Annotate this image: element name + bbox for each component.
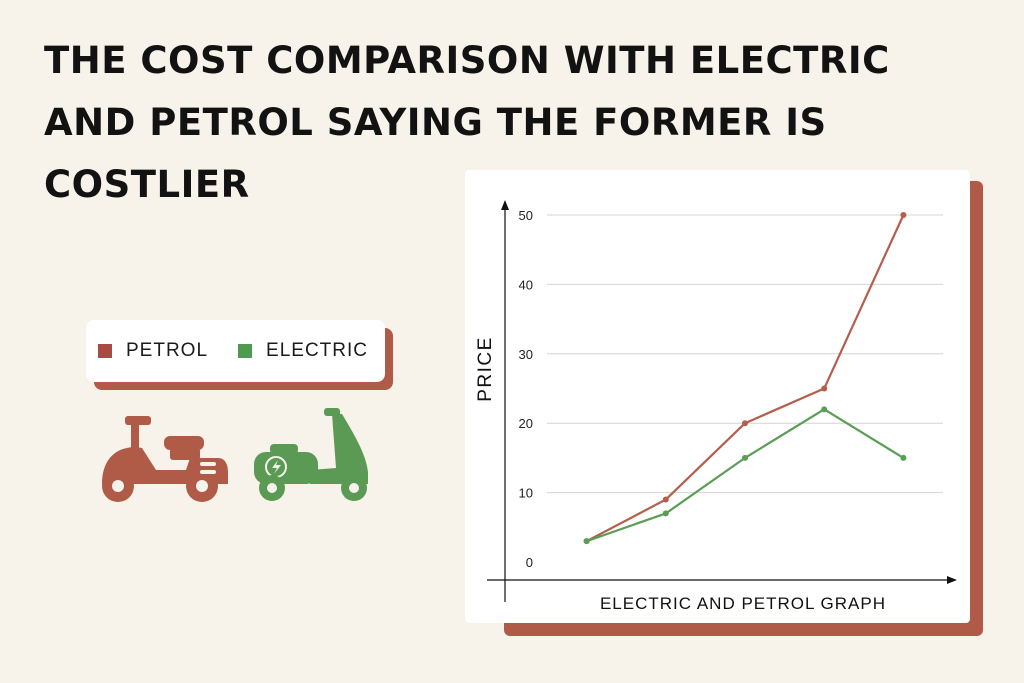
page-title: THE COST COMPARISON WITH ELECTRIC AND PE… [44,39,890,206]
data-point-electric [583,538,590,545]
legend-swatch-electric [238,344,253,358]
chart-card: 0 10 20 30 40 50 PRICE ELECTRIC AND PETROL GR… [465,170,970,623]
data-point-petrol [662,496,669,503]
y-tick-label: 0 [526,555,533,570]
y-axis-arrow [501,200,509,210]
data-point-electric [900,454,907,461]
x-axis-label: ELECTRIC AND PETROL GRAPH [600,594,886,613]
legend-label-electric: ELECTRIC [266,340,368,361]
scooter-icon [102,416,228,502]
y-tick-label: 40 [519,277,533,292]
legend-swatch-petrol [98,344,112,358]
legend-item-electric: ELECTRIC [238,340,368,362]
series-line-electric [586,408,904,543]
data-point-electric [742,454,748,461]
data-point-petrol [900,212,907,218]
data-point-petrol [821,385,828,392]
line-chart: 0 10 20 30 40 50 PRICE ELECTRIC AND PETROL GR… [475,200,957,613]
data-point-electric [821,406,828,413]
legend: PETROL ELECTRIC [86,320,385,382]
y-tick-label: 10 [519,486,533,501]
legend-item-petrol: PETROL [98,340,208,362]
y-axis-label: PRICE [475,336,496,402]
legend-label-petrol: PETROL [126,340,209,361]
data-point-petrol [742,420,748,427]
data-point-electric [662,510,669,517]
x-axis-arrow [947,576,957,584]
electric-scooter-icon [254,408,368,501]
y-tick-label: 50 [519,208,533,223]
y-tick-label: 30 [519,347,533,362]
y-tick-label: 20 [519,416,533,431]
